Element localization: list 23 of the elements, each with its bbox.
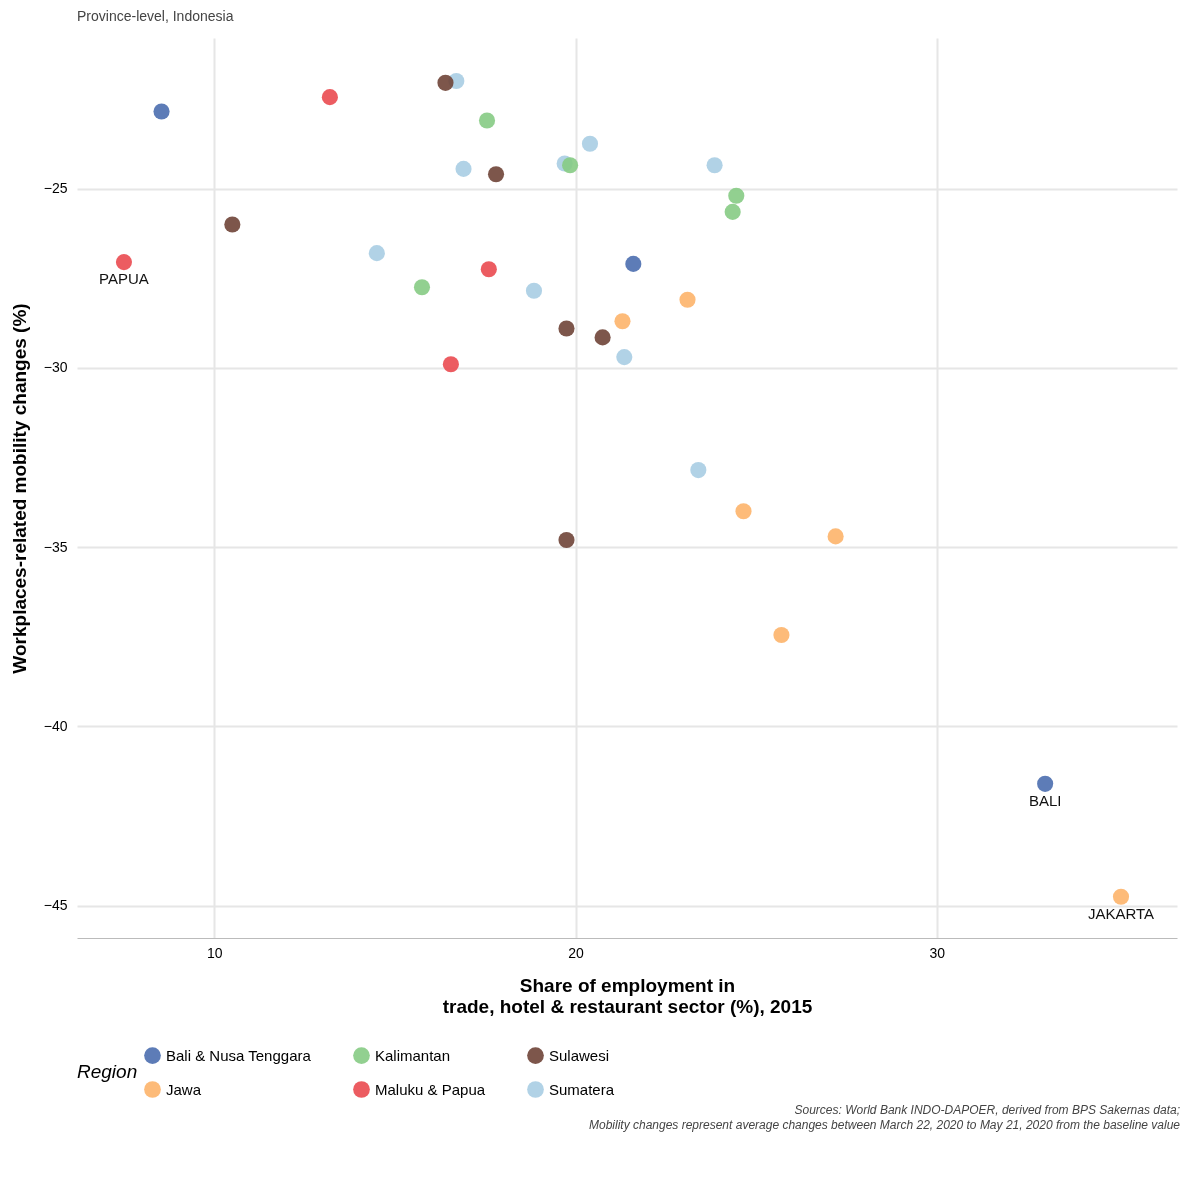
legend-label: Maluku & Papua	[375, 1080, 486, 1098]
annotation: JAKARTA	[1087, 904, 1155, 922]
y-tick-label: −30	[43, 359, 68, 376]
legend-label: Bali & Nusa Tenggara	[166, 1046, 312, 1064]
legend-label: Sulawesi	[549, 1046, 610, 1064]
legend-label: Jawa	[166, 1080, 202, 1098]
y-tick-label: −25	[43, 180, 68, 197]
annotation: BALI	[1028, 791, 1062, 809]
legend-label: Kalimantan	[375, 1046, 451, 1064]
source-note: Sources: World Bank INDO-DAPOER, derived from BPS Sakernas data;	[794, 1103, 1180, 1117]
x-tick-label: 20	[568, 944, 585, 961]
annotation: PAPUA	[99, 270, 149, 288]
legend-title: Region	[77, 1061, 138, 1082]
text: Mobility changes represent average changes between March 22, 2020 to May 21, 2020 from the baseline value	[588, 1118, 1180, 1132]
y-tick-label: −40	[43, 717, 68, 734]
y-tick-label: −45	[43, 897, 68, 914]
x-tick-label: 30	[929, 944, 946, 961]
x-axis-title: Share of employment in trade, hotel & restaurant sector (%), 2015	[442, 974, 813, 1017]
y-tick-label: −35	[43, 538, 68, 555]
legend-label: Sumatera	[549, 1080, 615, 1098]
y-axis-title: Workplaces-related mobility changes (%)	[8, 303, 30, 674]
x-tick-label: 10	[206, 944, 223, 961]
chart-title: Province-level, Indonesia	[77, 8, 234, 24]
